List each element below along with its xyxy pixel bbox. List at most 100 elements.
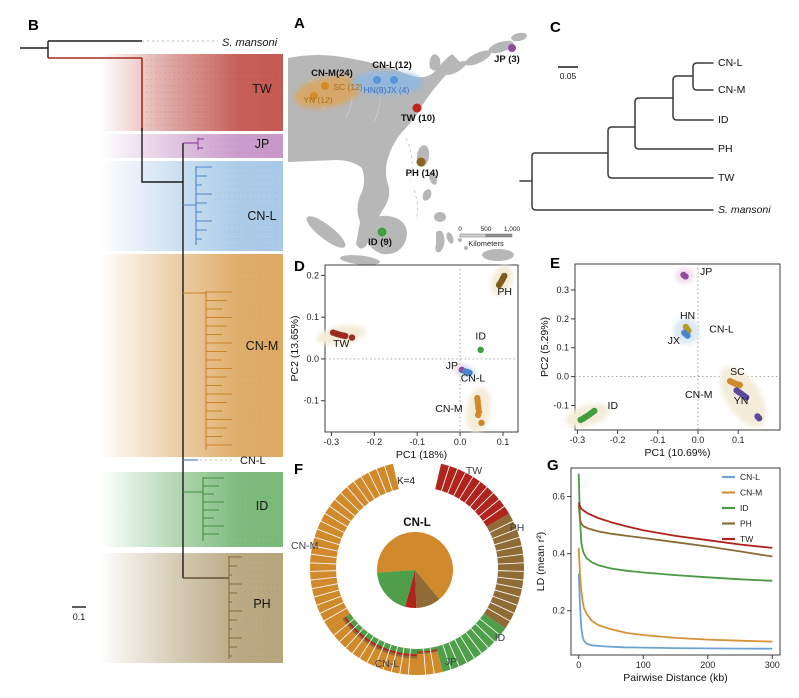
cluster-ID [577,407,598,424]
yn-site-dot [310,92,318,100]
ring-label-PH: PH [510,522,525,534]
admixture-ring [309,463,525,675]
clade-label-TW: TW [252,82,272,96]
x-tick-label: 0.0 [692,435,705,445]
x-tick-label: 0.1 [497,437,510,447]
panel-letter-f: F [294,461,303,478]
data-point [477,346,484,353]
maritime-dashed-line [405,137,418,221]
tree-branch [672,75,714,121]
ring-label-CN-M: CN-M [291,540,318,552]
bar-separator [429,647,435,674]
hn-label: HN(8) [364,85,387,95]
y-tick-label: -0.1 [553,400,569,410]
bar-separator [340,492,360,512]
bar-separator [497,576,524,581]
bar-separator [376,468,387,494]
bar-separator [492,595,518,606]
bar-separator [353,481,370,503]
jx-site-dot [390,76,398,84]
clade-label-PH: PH [253,597,270,611]
x-tick-label: 0 [576,660,581,670]
bar-separator [497,570,524,572]
bar-separator [448,642,460,667]
jp-clade-subtree [183,137,204,150]
clade-subtree-CN-M [183,291,232,450]
bar-separator [324,513,348,528]
bar-separator [366,639,380,663]
landmass-new-guinea [482,249,514,261]
bar-separator [492,528,517,539]
ph-label: PH (14) [406,168,439,179]
id-label: ID (9) [368,237,392,248]
yn-label: YN (12) [303,95,332,105]
bar-separator [474,492,494,512]
cluster-PH [495,272,508,289]
y-tick-label: 0.3 [556,285,569,295]
bar-separator [453,472,466,496]
cluster-ID [477,346,484,353]
scalebar-segment [459,233,487,238]
bar-separator [494,536,520,546]
bar-separator [313,589,340,598]
tip-cnl: CN-L [718,57,743,69]
map-labels: CN-M(24) SC (12) YN (12) CN-L(12) HN(8) … [303,54,520,248]
landmass-korea [429,54,441,71]
ring-segment [436,613,506,672]
tip-dashes-TW [146,59,278,126]
bar-separator [323,607,347,622]
tip-outgroup: S. mansoni [718,204,771,216]
landmass-sulawesi [435,230,445,253]
bar-separator [312,545,338,552]
data-point [342,332,349,340]
scalebar-unit: Kilometers [468,239,504,248]
plot-frame [570,467,781,656]
ring-segment [342,617,417,659]
panel-letter-a: A [294,15,305,32]
scalebar-b-value: 0.1 [73,612,86,622]
y-tick-label: 0.2 [556,314,569,324]
landmass-sumatra [306,216,346,248]
tree-branch [607,126,714,179]
landmass-japan [445,61,467,75]
bar-separator [310,553,337,558]
bar-separator [478,499,500,517]
y-axis-title: PC2 (13.65%) [289,316,301,382]
panel-d-pca: D -0.3 -0.2 -0.1 0.0 0.1 -0.1 0.0 0.1 0.2 PC1 (18… [288,252,522,462]
bar-separator [464,481,481,503]
landmass-mindanao [434,212,446,222]
x-axis-title: PC1 (18%) [396,449,447,461]
admixture-center-pie [376,532,453,609]
clade-label-CN-L: CN-L [247,209,276,223]
ring-label-JP: JP [445,656,457,668]
ring-label-TW: TW [466,465,482,477]
series-CN-L [577,573,773,650]
map-scalebar: 0 500 1,000 Kilometers [458,226,520,248]
jp-label: JP (3) [494,54,520,65]
x-tick-label: -0.1 [650,435,666,445]
landmass-hainan [385,132,393,140]
ph-site-dot [416,157,426,167]
bar-separator [333,618,355,636]
ring-label-K=4: K=4 [397,476,416,487]
bar-separator [310,570,337,572]
series-CN-M [577,547,773,643]
scalebar-c-value: 0.05 [560,71,577,81]
bar-separator [368,472,381,496]
bar-separator [359,636,374,659]
clade-band-PH [100,553,283,663]
cnl-region-halo [351,71,423,95]
bar-separator [346,486,365,508]
data-point [736,381,743,389]
y-axis-title: PC2 (5.29%) [539,317,551,377]
clade-label-ID: ID [256,499,269,513]
x-tick-label: 0.0 [454,437,467,447]
data-point [591,407,598,415]
bar-separator [339,623,359,643]
bar-separator [310,562,337,565]
data-point [466,369,473,376]
y-tick-label: 0.6 [552,492,565,502]
scalebar-1000: 1,000 [504,226,521,233]
bar-separator [352,632,369,654]
